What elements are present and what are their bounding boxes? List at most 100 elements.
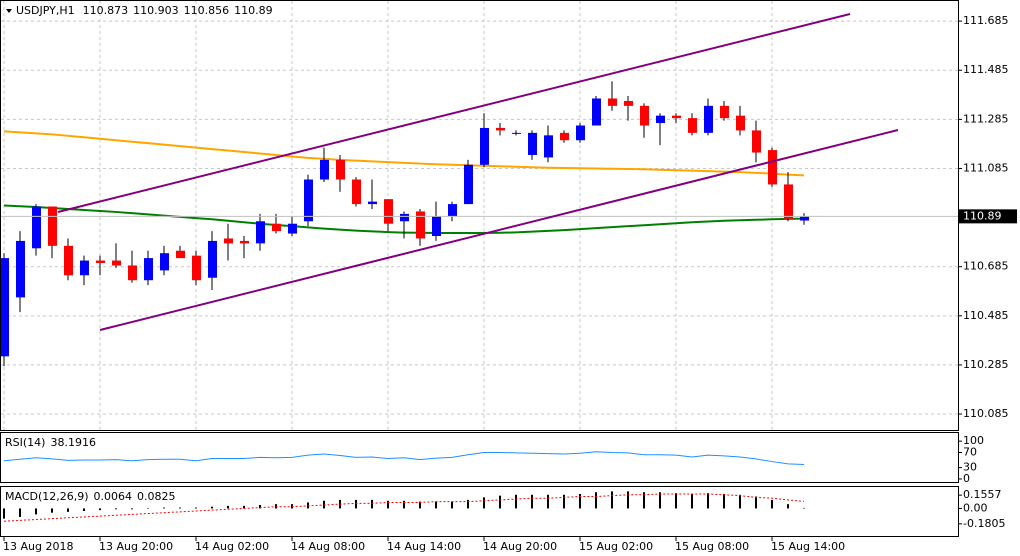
macd-bar	[803, 507, 805, 509]
macd-title: MACD(12,26,9)	[5, 490, 89, 503]
y-tick-label: 0.1557	[963, 488, 1002, 501]
candle-body	[400, 213, 409, 222]
macd-bar	[771, 499, 773, 509]
candle-body	[544, 135, 553, 158]
macd-bar	[35, 508, 37, 515]
candle-body	[144, 258, 153, 281]
candle-body	[416, 211, 425, 239]
macd-bar	[531, 494, 533, 509]
candle-body	[672, 115, 681, 119]
y-tick-label: 110.285	[963, 358, 1009, 371]
macd-panel	[0, 486, 959, 537]
y-tick-label: 0.00	[963, 501, 988, 514]
candle-body	[368, 201, 377, 205]
candle-body	[384, 199, 393, 224]
macd-bar	[675, 493, 677, 509]
macd-bar	[355, 499, 357, 509]
candle-body	[32, 206, 41, 249]
x-tick-label: 15 Aug 02:00	[579, 540, 653, 553]
channel-lower	[99, 129, 899, 331]
macd-bar	[515, 494, 517, 509]
candle-body	[528, 132, 537, 155]
candle-body	[80, 260, 89, 276]
macd-bar	[259, 505, 261, 509]
candle-body	[336, 159, 345, 180]
macd-bar	[227, 505, 229, 509]
macd-bar	[739, 494, 741, 509]
candle-body	[192, 255, 201, 281]
macd-bar	[755, 496, 757, 509]
macd-bar	[499, 495, 501, 509]
macd-bar	[211, 506, 213, 509]
high-value: 110.903	[133, 4, 179, 17]
macd-bar	[419, 501, 421, 509]
macd-bar	[611, 491, 613, 509]
symbol: USDJPY,H1	[16, 4, 75, 17]
macd-bar	[387, 500, 389, 509]
signal-line	[3, 493, 805, 522]
macd-bar	[627, 491, 629, 509]
open-value: 110.873	[83, 4, 129, 17]
candle-body	[240, 240, 249, 244]
moving-average	[3, 130, 805, 177]
macd-bar	[403, 500, 405, 509]
macd-bar	[435, 501, 437, 509]
price-label: 110.89	[963, 209, 1002, 222]
macd-bar	[147, 508, 149, 509]
candle-body	[160, 253, 169, 271]
candle-body	[304, 179, 313, 222]
macd-bar	[643, 492, 645, 509]
candle-body	[448, 204, 457, 217]
macd-bar	[723, 493, 725, 509]
candle-body	[96, 260, 105, 264]
y-tick-label: 111.085	[963, 161, 1009, 174]
macd-bar	[179, 507, 181, 509]
candle-body	[352, 179, 361, 205]
candle-body	[480, 127, 489, 165]
macd-bar	[547, 494, 549, 509]
macd-header: MACD(12,26,9) 0.0064 0.0825	[5, 490, 176, 503]
macd-bar	[163, 507, 165, 509]
candle-body	[704, 105, 713, 133]
macd-bar	[243, 505, 245, 509]
close-value: 110.89	[234, 4, 273, 17]
candle-body	[576, 125, 585, 141]
candle-body	[176, 250, 185, 259]
candle-body	[784, 184, 793, 219]
macd-bar	[467, 499, 469, 509]
candle-body	[656, 115, 665, 124]
candle-body	[0, 258, 9, 357]
candle-body	[624, 100, 633, 106]
y-tick-label: 110.085	[963, 407, 1009, 420]
macd-bar	[83, 508, 85, 511]
candle-body	[640, 105, 649, 126]
candle-body	[592, 98, 601, 126]
header: USDJPY,H1 110.873 110.903 110.856 110.89	[16, 4, 273, 17]
x-tick-label: 13 Aug 2018	[3, 540, 73, 553]
y-tick-label: 110.685	[963, 260, 1009, 273]
candle-body	[752, 130, 761, 153]
candle-body	[272, 223, 281, 232]
x-tick-label: 13 Aug 20:00	[99, 540, 173, 553]
macd-bar	[371, 499, 373, 509]
x-tick-label: 14 Aug 14:00	[387, 540, 461, 553]
y-tick-label: 100	[963, 434, 984, 447]
macd-bar	[67, 508, 69, 512]
rsi-line	[3, 451, 805, 466]
macd-bar	[659, 492, 661, 509]
macd-bar	[51, 508, 53, 513]
macd-bar	[19, 508, 21, 517]
candle-body	[688, 118, 697, 133]
signal-value: 0.0825	[137, 490, 176, 503]
channel-upper	[57, 13, 851, 213]
x-tick-label: 15 Aug 08:00	[675, 540, 749, 553]
candle-body	[800, 216, 809, 221]
y-tick-label: 110.485	[963, 309, 1009, 322]
x-tick-label: 14 Aug 02:00	[195, 540, 269, 553]
main-panel	[0, 0, 959, 431]
x-tick-label: 14 Aug 08:00	[291, 540, 365, 553]
macd-bar	[451, 501, 453, 509]
candle-body	[16, 240, 25, 298]
macd-bar	[787, 504, 789, 509]
